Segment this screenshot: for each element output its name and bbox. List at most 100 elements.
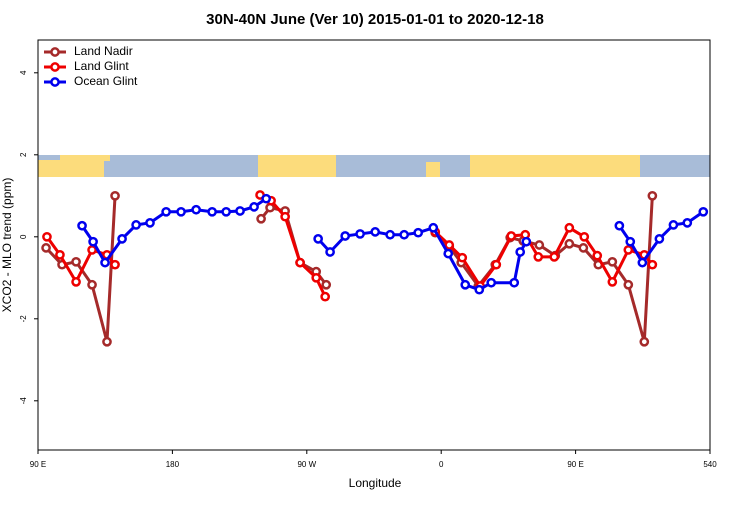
data-point [325, 247, 335, 257]
data-point [77, 220, 87, 231]
data-point [623, 279, 634, 290]
data-point [444, 240, 455, 250]
legend-label: Land Nadir [74, 44, 133, 58]
data-point [110, 259, 120, 270]
data-point [592, 250, 603, 261]
data-point [87, 279, 97, 290]
x-axis-label: Longitude [349, 476, 402, 490]
data-point [370, 227, 381, 237]
data-point [313, 234, 323, 244]
data-point [321, 279, 332, 290]
data-point [579, 231, 590, 242]
data-point [509, 277, 520, 288]
data-point [71, 277, 81, 287]
legend-marker [50, 47, 60, 57]
land [60, 155, 110, 161]
data-point [110, 190, 120, 201]
data-point [533, 252, 544, 262]
x-tick-label: 0 [439, 460, 444, 469]
y-tick-label: -4 [19, 397, 28, 405]
data-point [506, 231, 517, 241]
legend-marker [50, 77, 60, 87]
data-point [491, 259, 502, 270]
data-point [521, 236, 532, 247]
data-point [88, 236, 98, 247]
data-point [647, 190, 658, 201]
data-point [486, 277, 497, 288]
data-point [385, 229, 395, 240]
data-point [355, 229, 365, 239]
data-point [564, 238, 575, 249]
data-point [428, 222, 439, 233]
data-point [176, 206, 186, 217]
data-point [280, 211, 290, 222]
data-point [100, 257, 110, 268]
data-point [654, 234, 665, 244]
data-point [235, 206, 245, 216]
data-point [71, 256, 81, 267]
data-point [607, 277, 618, 287]
x-tick-label: 180 [166, 460, 180, 469]
data-point [515, 247, 526, 257]
data-point [102, 336, 112, 347]
data-point [87, 245, 97, 255]
data-point [399, 229, 410, 240]
data-point [607, 256, 618, 267]
data-point [311, 272, 322, 283]
data-point [578, 243, 589, 253]
data-point [161, 206, 171, 217]
data-point [625, 236, 636, 247]
data-point [682, 218, 693, 228]
data-point [460, 279, 471, 290]
y-tick-label: -2 [19, 315, 28, 323]
data-point [698, 206, 709, 217]
data-point [221, 206, 232, 217]
y-tick-label: 2 [19, 152, 28, 157]
y-tick-label: 4 [19, 70, 28, 75]
data-point [549, 252, 560, 262]
data-point [668, 220, 679, 230]
x-tick-label: 90 E [567, 460, 583, 469]
data-point [207, 206, 217, 217]
legend-label: Land Glint [74, 59, 129, 73]
data-point [564, 222, 575, 233]
data-point [413, 227, 424, 238]
data-point [191, 204, 201, 215]
x-tick-label: 540 [703, 460, 717, 469]
data-point [256, 213, 266, 224]
data-point [340, 231, 351, 241]
data-point [261, 193, 272, 204]
x-tick-label: 90 E [30, 460, 46, 469]
y-axis-label: XCO2 - MLO trend (ppm) [0, 178, 14, 313]
data-point [623, 245, 634, 255]
land [258, 155, 336, 177]
y-tick-label: 0 [19, 234, 28, 239]
land [470, 155, 640, 177]
data-point [647, 259, 658, 270]
data-point [614, 220, 625, 231]
data-point [637, 257, 648, 268]
plot-frame [37, 39, 711, 451]
data-point [55, 249, 65, 260]
data-point [41, 243, 51, 253]
data-point [320, 291, 331, 302]
land [38, 160, 104, 177]
data-point [474, 284, 485, 295]
map-band [38, 155, 710, 177]
data-point [295, 257, 305, 268]
legend-label: Ocean Glint [74, 74, 138, 88]
data-point [117, 234, 127, 244]
data-point [249, 202, 259, 212]
data-point [443, 248, 454, 259]
chart-title: 30N-40N June (Ver 10) 2015-01-01 to 2020… [206, 11, 544, 28]
data-point [131, 220, 141, 230]
legend-marker [50, 62, 60, 72]
data-point [639, 336, 650, 347]
x-tick-label: 90 W [297, 460, 316, 469]
data-point [457, 252, 468, 263]
data-point [42, 231, 52, 242]
data-point [534, 240, 545, 250]
data-point [145, 218, 155, 228]
land [426, 162, 440, 177]
